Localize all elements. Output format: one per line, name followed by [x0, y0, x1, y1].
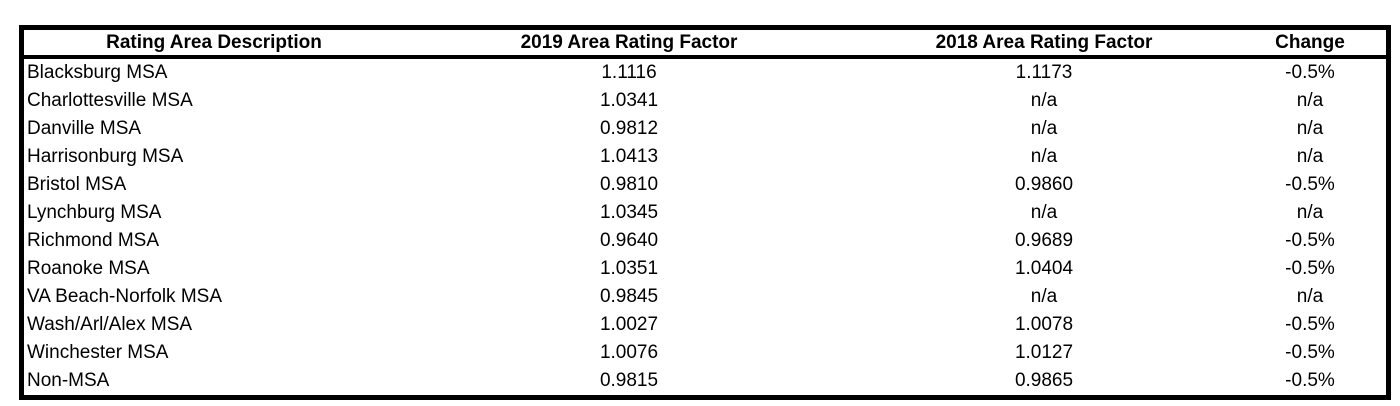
cell-change: n/a: [1296, 286, 1324, 307]
table-row: Non-MSA 0.9815 0.9865 -0.5%: [24, 367, 1386, 395]
table-row: Danville MSA 0.9812 n/a n/a: [24, 115, 1386, 143]
cell-2018-factor: 1.1173: [1015, 62, 1073, 83]
cell-rating-area-description: Harrisonburg MSA: [27, 146, 184, 167]
cell-2019-factor: 0.9815: [599, 370, 659, 391]
cell-2019-factor: 0.9640: [599, 230, 659, 251]
cell-2018-factor: 0.9865: [1014, 370, 1074, 391]
table-header: Rating Area Description 2019 Area Rating…: [24, 30, 1386, 59]
cell-rating-area-description: Richmond MSA: [27, 230, 159, 251]
cell-change: -0.5%: [1285, 258, 1335, 279]
cell-2018-factor: 0.9689: [1014, 230, 1074, 251]
table-row: Roanoke MSA 1.0351 1.0404 -0.5%: [24, 255, 1386, 283]
cell-change: n/a: [1296, 118, 1324, 139]
table-row: Harrisonburg MSA 1.0413 n/a n/a: [24, 143, 1386, 171]
cell-2019-factor: 1.0076: [599, 342, 659, 363]
table-row: Winchester MSA 1.0076 1.0127 -0.5%: [24, 339, 1386, 367]
rating-factor-table: Rating Area Description 2019 Area Rating…: [24, 30, 1386, 395]
table-body: Blacksburg MSA 1.1116 1.1173 -0.5% Charlotte…: [24, 59, 1386, 395]
table-row: VA Beach-Norfolk MSA 0.9845 n/a n/a: [24, 283, 1386, 311]
cell-rating-area-description: Winchester MSA: [27, 342, 169, 363]
rating-factor-table-frame: Rating Area Description 2019 Area Rating…: [19, 25, 1391, 400]
cell-change: -0.5%: [1285, 370, 1335, 391]
cell-rating-area-description: VA Beach-Norfolk MSA: [27, 286, 223, 307]
cell-change: -0.5%: [1285, 230, 1335, 251]
cell-2019-factor: 1.0345: [599, 202, 659, 223]
col-header-2019-area-rating-factor: 2019 Area Rating Factor: [404, 30, 854, 59]
cell-rating-area-description: Bristol MSA: [27, 174, 127, 195]
cell-2019-factor: 1.1116: [601, 62, 657, 83]
table-row: Charlottesville MSA 1.0341 n/a n/a: [24, 87, 1386, 115]
cell-rating-area-description: Non-MSA: [27, 370, 110, 391]
cell-2018-factor: 1.0404: [1014, 258, 1074, 279]
cell-2018-factor: n/a: [1030, 146, 1058, 167]
cell-rating-area-description: Lynchburg MSA: [27, 202, 162, 223]
cell-2018-factor: n/a: [1030, 286, 1058, 307]
cell-2019-factor: 0.9810: [599, 174, 659, 195]
cell-change: -0.5%: [1285, 62, 1335, 83]
cell-change: -0.5%: [1285, 342, 1335, 363]
table-row: Blacksburg MSA 1.1116 1.1173 -0.5%: [24, 59, 1386, 87]
cell-2019-factor: 1.0351: [599, 258, 659, 279]
cell-2019-factor: 1.0341: [599, 90, 659, 111]
cell-rating-area-description: Danville MSA: [27, 118, 142, 139]
cell-change: -0.5%: [1285, 314, 1335, 335]
cell-rating-area-description: Wash/Arl/Alex MSA: [27, 314, 193, 335]
col-header-rating-area-description: Rating Area Description: [24, 30, 404, 59]
header-row: Rating Area Description 2019 Area Rating…: [24, 30, 1386, 59]
cell-rating-area-description: Roanoke MSA: [27, 258, 150, 279]
cell-2019-factor: 0.9812: [599, 118, 659, 139]
cell-2018-factor: 1.0078: [1014, 314, 1074, 335]
col-header-2018-area-rating-factor: 2018 Area Rating Factor: [854, 30, 1234, 59]
cell-2019-factor: 1.0027: [599, 314, 659, 335]
cell-2019-factor: 1.0413: [599, 146, 659, 167]
cell-2018-factor: n/a: [1030, 202, 1058, 223]
cell-2018-factor: 0.9860: [1014, 174, 1074, 195]
cell-2018-factor: n/a: [1030, 118, 1058, 139]
cell-change: -0.5%: [1285, 174, 1335, 195]
cell-rating-area-description: Blacksburg MSA: [27, 62, 168, 83]
table-row: Bristol MSA 0.9810 0.9860 -0.5%: [24, 171, 1386, 199]
cell-change: n/a: [1296, 202, 1324, 223]
col-header-change: Change: [1234, 30, 1386, 59]
cell-change: n/a: [1296, 90, 1324, 111]
table-row: Richmond MSA 0.9640 0.9689 -0.5%: [24, 227, 1386, 255]
table-row: Wash/Arl/Alex MSA 1.0027 1.0078 -0.5%: [24, 311, 1386, 339]
cell-2018-factor: n/a: [1030, 90, 1058, 111]
cell-2019-factor: 0.9845: [599, 286, 659, 307]
cell-rating-area-description: Charlottesville MSA: [27, 90, 193, 111]
cell-2018-factor: 1.0127: [1014, 342, 1074, 363]
cell-change: n/a: [1296, 146, 1324, 167]
table-row: Lynchburg MSA 1.0345 n/a n/a: [24, 199, 1386, 227]
